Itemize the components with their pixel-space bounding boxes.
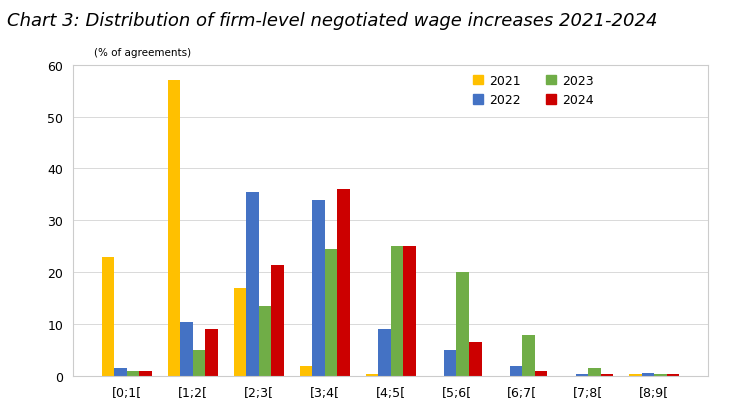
Legend: 2021, 2022, 2023, 2024: 2021, 2022, 2023, 2024 — [473, 75, 594, 107]
Bar — [258, 306, 272, 376]
Bar — [444, 351, 456, 376]
Bar — [193, 351, 205, 376]
Bar — [115, 369, 127, 376]
Bar — [642, 373, 654, 376]
Bar — [378, 330, 391, 376]
Bar — [588, 369, 601, 376]
Bar — [469, 343, 482, 376]
Bar — [629, 374, 642, 376]
Bar — [456, 273, 469, 376]
Bar — [576, 374, 588, 376]
Bar — [535, 371, 548, 376]
Bar — [666, 374, 679, 376]
Bar — [601, 374, 613, 376]
Bar — [234, 288, 246, 376]
Bar — [102, 257, 115, 376]
Bar — [523, 335, 535, 376]
Text: Chart 3: Distribution of firm-level negotiated wage increases 2021-2024: Chart 3: Distribution of firm-level nego… — [7, 12, 658, 30]
Bar — [168, 81, 180, 376]
Bar — [272, 265, 284, 376]
Bar — [510, 366, 523, 376]
Bar — [337, 190, 350, 376]
Bar — [180, 322, 193, 376]
Bar — [246, 192, 258, 376]
Bar — [205, 330, 218, 376]
Bar — [325, 249, 337, 376]
Bar — [139, 371, 152, 376]
Bar — [366, 374, 378, 376]
Bar — [403, 247, 415, 376]
Bar — [654, 374, 666, 376]
Bar — [312, 200, 325, 376]
Bar — [127, 371, 139, 376]
Text: (% of agreements): (% of agreements) — [94, 48, 191, 58]
Bar — [299, 366, 312, 376]
Bar — [391, 247, 403, 376]
